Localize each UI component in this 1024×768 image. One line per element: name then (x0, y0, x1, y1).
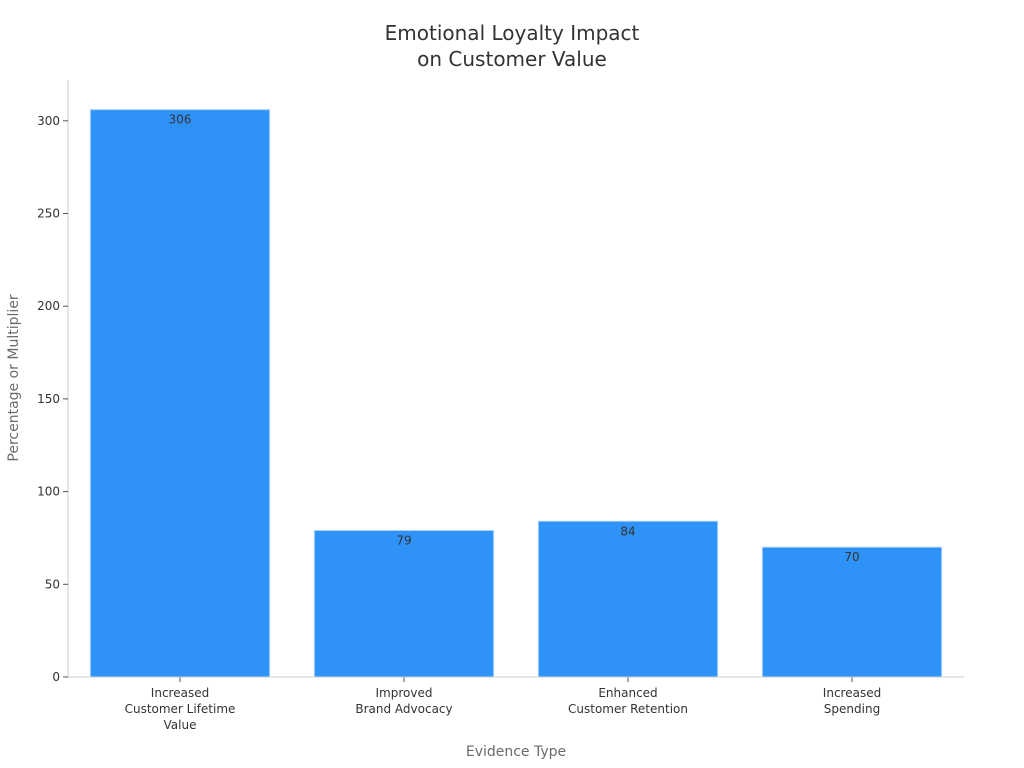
y-tick-label: 200 (37, 299, 60, 313)
y-tick-label: 50 (45, 577, 60, 591)
chart-title-line-1: Emotional Loyalty Impact (385, 21, 640, 45)
y-tick-label: 300 (37, 114, 60, 128)
x-axis: Increased Customer Lifetime Value Improved B… (68, 676, 964, 732)
y-axis: 0 50 100 150 200 250 300 (37, 80, 69, 684)
x-tick-label: Increased Customer Lifetime Value (125, 686, 236, 732)
bar (537, 520, 719, 678)
y-tick-label: 100 (37, 485, 60, 499)
bar (89, 109, 271, 678)
bars-group: 306 79 84 70 (89, 109, 943, 678)
bar-value-label: 84 (620, 524, 635, 538)
bar (761, 546, 943, 678)
chart-title: Emotional Loyalty Impact on Customer Val… (385, 21, 640, 71)
y-tick-label: 250 (37, 206, 60, 220)
bar-value-label: 306 (169, 113, 192, 127)
x-axis-title: Evidence Type (466, 744, 566, 760)
y-tick-label: 150 (37, 392, 60, 406)
chart-title-line-2: on Customer Value (417, 47, 607, 71)
x-tick-label: Enhanced Customer Retention (568, 686, 688, 716)
x-tick-label: Increased Spending (823, 686, 881, 716)
bar (313, 530, 495, 678)
x-tick-label: Improved Brand Advocacy (355, 686, 452, 716)
bar-value-label: 70 (844, 550, 859, 564)
bar-value-label: 79 (396, 534, 411, 548)
y-tick-label: 0 (52, 670, 60, 684)
y-axis-title: Percentage or Multiplier (6, 294, 22, 461)
